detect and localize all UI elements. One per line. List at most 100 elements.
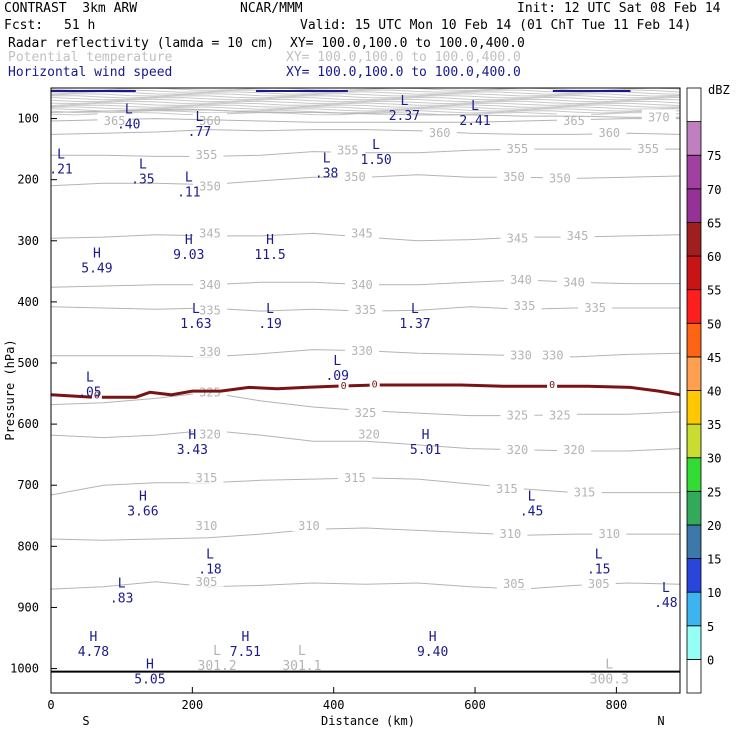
wind-extremum-value: 9.03	[173, 248, 204, 263]
theta-label-bg	[193, 276, 228, 290]
colorbar-tick-label: 45	[707, 351, 721, 365]
theta-label-bg	[348, 301, 383, 315]
colorbar-swatch	[686, 591, 702, 627]
theta-label-bg	[193, 344, 228, 357]
wind-extremum-kind: H	[93, 246, 101, 261]
valid-time: Valid: 15 UTC Mon 10 Feb 14 (01 ChT Tue …	[300, 18, 692, 33]
y-axis-label: Pressure (hPa)	[3, 339, 17, 440]
x-tick-label: 0	[47, 698, 54, 712]
colorbar-swatch	[686, 87, 702, 123]
theta-contour-label: 325	[507, 409, 529, 423]
end-label-left: S	[82, 714, 89, 728]
wind-extremum-value: .05	[78, 385, 101, 400]
theta-stacked-line	[50, 89, 681, 93]
theta-contour-label: 330	[542, 349, 564, 363]
wind-extremum-kind: L	[323, 152, 331, 167]
colorbar: 0 5 10 15 20 25 30 35 40 45 50 55 60 65 70 75	[686, 87, 721, 694]
x-tick-label: 800	[606, 698, 628, 712]
theta-contour-label: 320	[563, 443, 585, 457]
theta-contour-label: 340	[199, 278, 221, 292]
plot-frame	[50, 87, 681, 694]
theta-label-bg	[581, 576, 616, 590]
wind-extremum-kind: H	[146, 658, 154, 673]
theta-label-bg	[422, 125, 457, 139]
wind-extremum-kind: L	[662, 581, 670, 596]
theta-contour-label: 340	[510, 273, 532, 287]
theta-contour-label: 305	[503, 577, 525, 591]
theta-stacked-line	[50, 110, 681, 114]
wind-extremum-value: 5.05	[134, 673, 165, 688]
theta-stacked-line	[50, 104, 681, 108]
theta-label-bg	[193, 225, 228, 239]
theta-contour-label: 310	[298, 519, 320, 533]
colorbar-tick-label: 75	[707, 149, 721, 163]
wind-extremum-kind: L	[86, 370, 94, 385]
y-tick-label: 800	[17, 539, 39, 553]
theta-contour-label: 355	[507, 142, 529, 156]
wind-extremum-value: 4.78	[78, 645, 109, 660]
wind-extremum-value: 2.41	[459, 114, 490, 129]
refl-label-bg	[369, 378, 380, 389]
theta-label-bg	[493, 526, 528, 540]
wind-extremum-kind: H	[185, 233, 193, 248]
theta-contour-label: 360	[598, 126, 620, 140]
theta-contour-label: 305	[588, 577, 610, 591]
theta-contour-line	[51, 148, 680, 157]
wind-extremum-value: .77	[188, 125, 211, 140]
theta-label-bg	[344, 225, 379, 239]
theta-contour-label: 330	[510, 349, 532, 363]
y-tick-label: 200	[17, 173, 39, 187]
theta-extremum-kind: L	[605, 658, 613, 673]
colorbar-tick-label: 10	[707, 586, 721, 600]
theta-label-bg	[489, 480, 524, 494]
theta-contour-label: 350	[344, 170, 366, 184]
y-tick-label: 700	[17, 478, 39, 492]
wind-extremum-value: 3.43	[177, 443, 208, 458]
theta-contour-label: 360	[199, 114, 221, 128]
wind-extremum-kind: H	[188, 428, 196, 443]
theta-label-bg	[500, 141, 535, 155]
theta-contour-label: 355	[196, 148, 218, 162]
theta-contour-label: 350	[199, 179, 221, 193]
theta-label-bg	[592, 125, 627, 139]
theta-label-bg	[500, 230, 535, 244]
wind-extremum-kind: H	[429, 630, 437, 645]
wind-extremum-kind: L	[266, 302, 274, 317]
theta-contour-line	[50, 581, 681, 590]
theta-label-bg	[496, 576, 531, 590]
wind-extremum-kind: L	[400, 94, 408, 109]
wind-extremum-value: 5.01	[410, 443, 441, 458]
theta-contour-label: 330	[351, 344, 373, 358]
wind-extremum-value: 2.37	[389, 109, 420, 124]
theta-contour-label: 360	[429, 126, 451, 140]
colorbar-tick-label: 55	[707, 284, 721, 298]
colorbar-tick-label: 35	[707, 418, 721, 432]
colorbar-swatch	[686, 625, 702, 660]
theta-stacked-line	[50, 93, 681, 97]
theta-contour-label: 310	[598, 527, 620, 541]
colorbar-tick-label: 40	[707, 385, 721, 399]
theta-contour-label: 330	[199, 345, 221, 359]
colorbar-tick-label: 60	[707, 250, 721, 264]
theta-contour-label: 305	[196, 575, 218, 589]
refl-zero-contour-line	[50, 383, 681, 399]
theta-label-bg	[291, 518, 326, 532]
theta-contour-label: 355	[637, 142, 659, 156]
wind-extremum-value: 7.51	[230, 645, 261, 660]
init-time: Init: 12 UTC Sat 08 Feb 14	[517, 1, 721, 16]
wind-extremum-value: .18	[198, 563, 221, 578]
theta-label-bg	[352, 426, 387, 440]
theta-label-bg	[193, 302, 228, 316]
wind-extremum-kind: L	[528, 490, 536, 505]
theta-contour-label: 350	[503, 170, 525, 184]
org-label: NCAR/MMM	[240, 1, 303, 16]
forecast-label: Fcst:	[4, 18, 44, 33]
theta-label-bg	[189, 469, 224, 483]
refl-contour-label: 0	[94, 390, 100, 401]
theta-label-bg	[631, 141, 666, 155]
theta-label-bg	[337, 169, 372, 183]
field-name-wind: Horizontal wind speed	[8, 65, 173, 80]
colorbar-tick-label: 30	[707, 452, 721, 466]
